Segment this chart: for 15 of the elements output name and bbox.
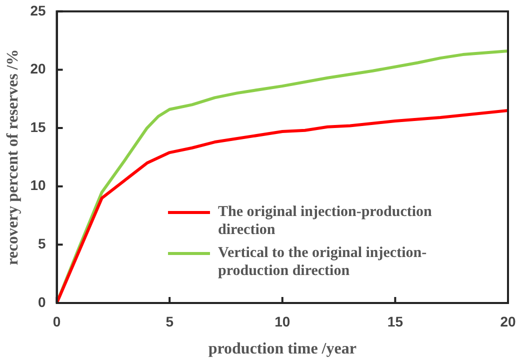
- y-tick-label: 20: [30, 60, 46, 77]
- y-tick-label: 25: [30, 2, 46, 18]
- x-axis-title: production time /year: [208, 340, 356, 358]
- x-tick-label: 0: [52, 313, 61, 330]
- legend-label: The original injection-production direction: [218, 203, 433, 239]
- legend-label: Vertical to the original injection-production direction: [218, 244, 428, 280]
- y-tick-label: 5: [38, 236, 46, 252]
- x-tick-label: 10: [274, 313, 290, 330]
- y-tick-label: 0: [38, 294, 46, 310]
- y-tick-label: 10: [30, 177, 46, 194]
- x-tick-label: 20: [500, 313, 516, 330]
- x-tick-label: 5: [166, 313, 174, 330]
- y-axis-title: recovery percent of reserves /%: [4, 49, 22, 266]
- x-tick-label: 15: [387, 313, 404, 330]
- y-tick-label: 15: [30, 118, 46, 135]
